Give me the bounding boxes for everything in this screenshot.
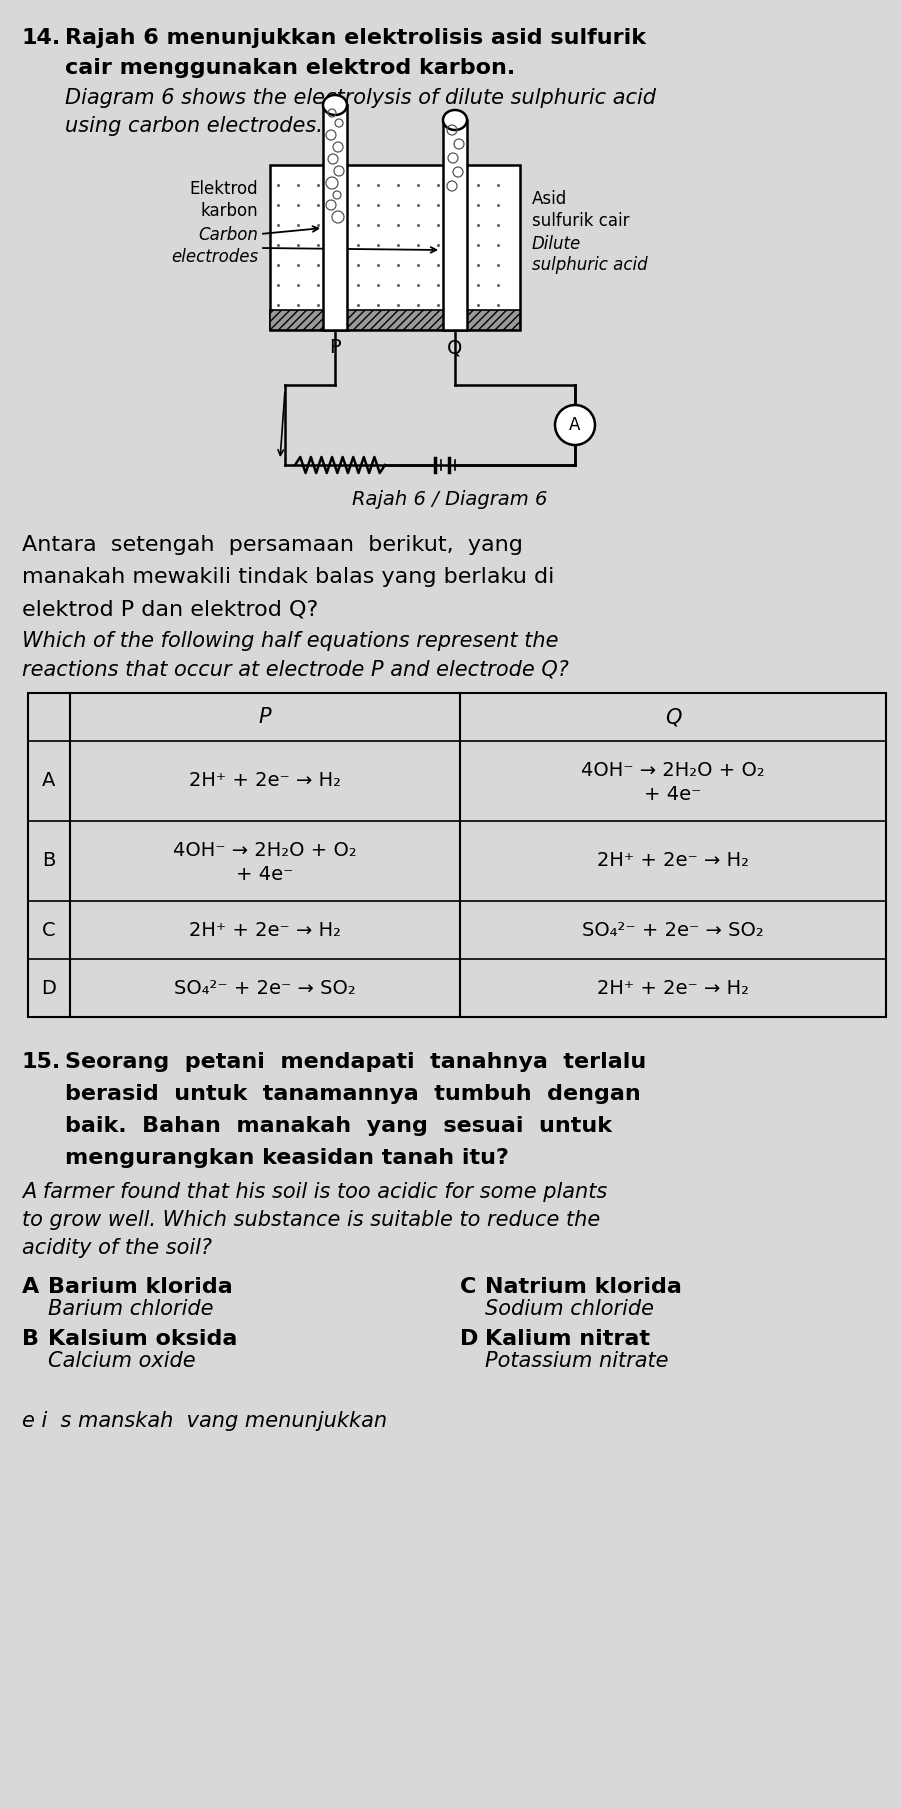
Text: A: A	[42, 771, 56, 791]
Text: Elektrod: Elektrod	[189, 181, 258, 197]
Text: Q: Q	[446, 338, 462, 356]
Circle shape	[555, 405, 594, 445]
Ellipse shape	[443, 110, 466, 130]
Text: to grow well. Which substance is suitable to reduce the: to grow well. Which substance is suitabl…	[22, 1210, 600, 1230]
Text: electrodes: electrodes	[170, 248, 258, 266]
Text: Which of the following half equations represent the: Which of the following half equations re…	[22, 631, 557, 651]
Text: reactions that occur at electrode P and electrode Q?: reactions that occur at electrode P and …	[22, 658, 568, 678]
Text: A: A	[568, 416, 580, 434]
Bar	[270, 309, 520, 329]
Text: D: D	[41, 979, 56, 997]
Text: A: A	[22, 1277, 39, 1297]
Text: cair menggunakan elektrod karbon.: cair menggunakan elektrod karbon.	[65, 58, 515, 78]
Text: 4OH⁻ → 2H₂O + O₂: 4OH⁻ → 2H₂O + O₂	[581, 762, 764, 780]
Text: SO₄²⁻ + 2e⁻ → SO₂: SO₄²⁻ + 2e⁻ → SO₂	[582, 921, 763, 939]
Text: + 4e⁻: + 4e⁻	[644, 785, 701, 805]
Bar	[443, 119, 466, 329]
Text: sulfurik cair: sulfurik cair	[531, 212, 629, 230]
Text: berasid  untuk  tanamannya  tumbuh  dengan: berasid untuk tanamannya tumbuh dengan	[65, 1084, 640, 1103]
Text: elektrod P dan elektrod Q?: elektrod P dan elektrod Q?	[22, 599, 318, 619]
Text: Calcium oxide: Calcium oxide	[48, 1351, 196, 1371]
Text: 2H⁺ + 2e⁻ → H₂: 2H⁺ + 2e⁻ → H₂	[596, 979, 748, 997]
Ellipse shape	[323, 96, 346, 116]
Text: manakah mewakili tindak balas yang berlaku di: manakah mewakili tindak balas yang berla…	[22, 566, 554, 586]
Text: A farmer found that his soil is too acidic for some plants: A farmer found that his soil is too acid…	[22, 1181, 606, 1201]
Text: karbon: karbon	[200, 203, 258, 221]
Text: 2H⁺ + 2e⁻ → H₂: 2H⁺ + 2e⁻ → H₂	[189, 771, 341, 791]
Text: P: P	[329, 338, 340, 356]
Text: acidity of the soil?: acidity of the soil?	[22, 1237, 212, 1257]
Text: Rajah 6 menunjukkan elektrolisis asid sulfurik: Rajah 6 menunjukkan elektrolisis asid su…	[65, 27, 645, 49]
Text: B: B	[42, 852, 56, 870]
Text: 14.: 14.	[22, 27, 61, 49]
Text: D: D	[459, 1330, 478, 1350]
Text: sulphuric acid: sulphuric acid	[531, 257, 647, 273]
Text: Barium klorida: Barium klorida	[48, 1277, 233, 1297]
Text: Seorang  petani  mendapati  tanahnya  terlalu: Seorang petani mendapati tanahnya terlal…	[65, 1053, 646, 1073]
Text: + 4e⁻: + 4e⁻	[236, 865, 293, 885]
Text: B: B	[22, 1330, 39, 1350]
Text: C: C	[42, 921, 56, 939]
Text: Asid: Asid	[531, 190, 566, 208]
Text: baik.  Bahan  manakah  yang  sesuai  untuk: baik. Bahan manakah yang sesuai untuk	[65, 1116, 612, 1136]
Bar	[28, 693, 885, 1017]
Text: Diagram 6 shows the electrolysis of dilute sulphuric acid: Diagram 6 shows the electrolysis of dilu…	[65, 89, 655, 109]
Text: e i  s manskah  vang menunjukkan: e i s manskah vang menunjukkan	[22, 1411, 387, 1431]
Text: Rajah 6 / Diagram 6: Rajah 6 / Diagram 6	[352, 490, 548, 508]
Text: 2H⁺ + 2e⁻ → H₂: 2H⁺ + 2e⁻ → H₂	[596, 852, 748, 870]
Text: Potassium nitrate: Potassium nitrate	[484, 1351, 667, 1371]
Text: Sodium chloride: Sodium chloride	[484, 1299, 653, 1319]
Text: 2H⁺ + 2e⁻ → H₂: 2H⁺ + 2e⁻ → H₂	[189, 921, 341, 939]
Text: SO₄²⁻ + 2e⁻ → SO₂: SO₄²⁻ + 2e⁻ → SO₂	[174, 979, 355, 997]
Text: P: P	[258, 707, 271, 727]
Text: using carbon electrodes.: using carbon electrodes.	[65, 116, 323, 136]
Text: Barium chloride: Barium chloride	[48, 1299, 213, 1319]
Text: Q: Q	[664, 707, 680, 727]
Text: Dilute: Dilute	[531, 235, 581, 253]
Text: 15.: 15.	[22, 1053, 61, 1073]
Text: 4OH⁻ → 2H₂O + O₂: 4OH⁻ → 2H₂O + O₂	[173, 841, 356, 861]
Bar	[270, 165, 520, 329]
Text: Carbon: Carbon	[198, 226, 258, 244]
Text: Kalsium oksida: Kalsium oksida	[48, 1330, 237, 1350]
Text: Antara  setengah  persamaan  berikut,  yang: Antara setengah persamaan berikut, yang	[22, 535, 522, 555]
Text: Natrium klorida: Natrium klorida	[484, 1277, 681, 1297]
Text: C: C	[459, 1277, 476, 1297]
Bar	[323, 105, 346, 329]
Text: mengurangkan keasidan tanah itu?: mengurangkan keasidan tanah itu?	[65, 1149, 509, 1169]
Text: Kalium nitrat: Kalium nitrat	[484, 1330, 649, 1350]
